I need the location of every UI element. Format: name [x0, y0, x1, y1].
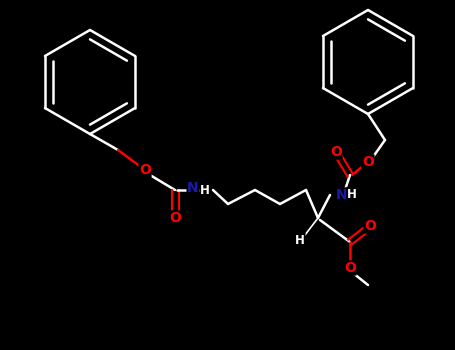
Text: O: O: [139, 163, 151, 177]
Text: O: O: [169, 211, 181, 225]
Text: N: N: [187, 181, 199, 195]
Text: O: O: [364, 219, 376, 233]
Text: H: H: [200, 183, 210, 196]
Text: N: N: [336, 188, 348, 202]
Text: O: O: [344, 261, 356, 275]
Text: H: H: [347, 188, 357, 201]
Text: H: H: [295, 233, 305, 246]
Text: O: O: [330, 145, 342, 159]
Text: O: O: [362, 155, 374, 169]
